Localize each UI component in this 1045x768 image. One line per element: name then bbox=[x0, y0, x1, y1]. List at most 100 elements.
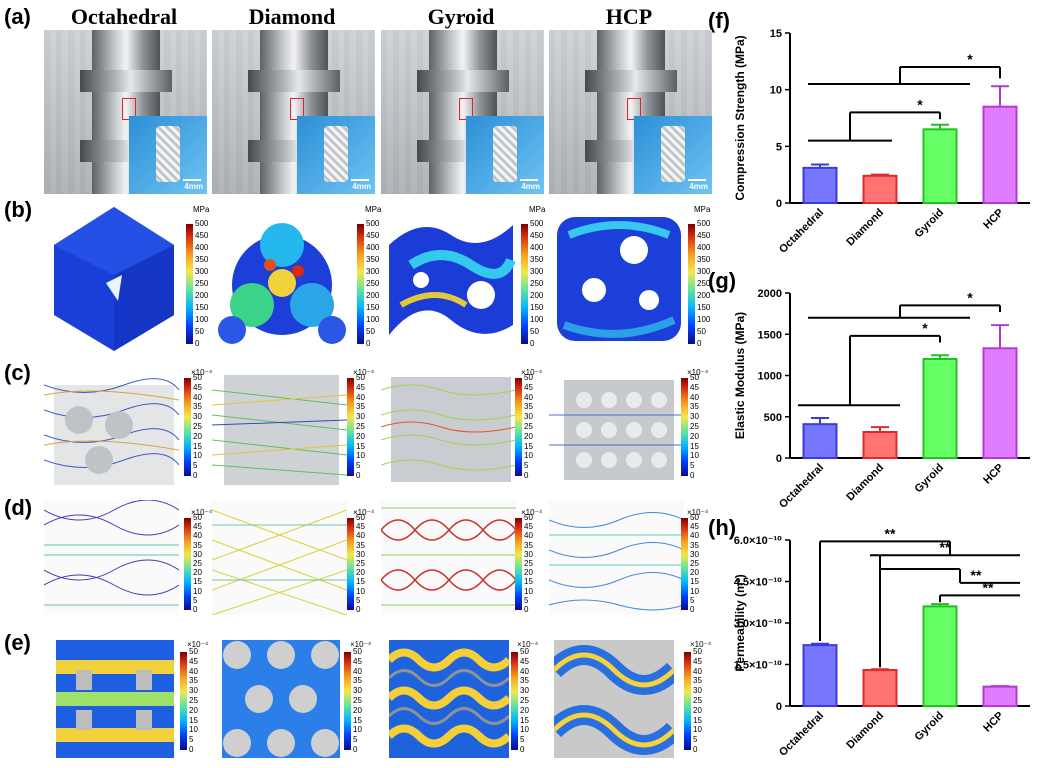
flow-colorbar-tick: 30 bbox=[520, 686, 529, 696]
flow-colorbar-tick: 45 bbox=[189, 656, 198, 666]
flow-colorbar-tick: 10 bbox=[690, 586, 699, 596]
sample-inset: 4mm bbox=[466, 116, 544, 194]
x-tick-label: Octahedral bbox=[777, 710, 826, 759]
flow-colorbar-tick: 40 bbox=[690, 392, 699, 402]
y-tick-label: 0 bbox=[776, 701, 782, 713]
stress-colorbar-tick: 400 bbox=[195, 243, 209, 252]
flow-colorbar-tick: 40 bbox=[356, 531, 365, 541]
velocity-map-octahedral bbox=[56, 640, 174, 758]
significance-marker: * bbox=[967, 51, 973, 67]
flow-colorbar-tick: 15 bbox=[353, 715, 362, 725]
flow-colorbar-tick: 5 bbox=[189, 735, 194, 745]
flow-colorbar-tick: 35 bbox=[356, 540, 365, 550]
y-tick-label: 4.5×10⁻¹⁰ bbox=[734, 577, 782, 589]
stress-colorbar-tick: 300 bbox=[530, 267, 544, 276]
flow-colorbar-tick: 30 bbox=[524, 549, 533, 559]
flow-colorbar-tick: 15 bbox=[356, 441, 365, 451]
flow-colorbar-tick: 20 bbox=[189, 705, 198, 715]
flow-colorbar-tick: 30 bbox=[189, 686, 198, 696]
flow-colorbar-tick: 0 bbox=[189, 745, 194, 754]
flow-colorbar-tick: 50 bbox=[356, 513, 365, 522]
flow-2d-hcp bbox=[549, 500, 684, 615]
y-tick-label: 2000 bbox=[758, 288, 782, 300]
y-tick-label: 0 bbox=[776, 198, 782, 210]
flow-colorbar-tick: 35 bbox=[690, 402, 699, 412]
stress-colorbar-tick: 50 bbox=[530, 327, 539, 336]
stress-colorbar-tick: 250 bbox=[195, 279, 209, 288]
stress-colorbar-tick: 500 bbox=[697, 219, 711, 228]
flow-colorbar-tick: 0 bbox=[353, 745, 358, 754]
chart-elastic-modulus: Elastic Modulus (MPa) 0 500 1000 1500 2000 Oct… bbox=[733, 288, 1030, 511]
flow-colorbar-tick: 30 bbox=[693, 686, 702, 696]
flow-colorbar-tick: 10 bbox=[356, 586, 365, 596]
stress-colorbar-tick: 150 bbox=[530, 303, 544, 312]
stress-colorbar-tick: 400 bbox=[530, 243, 544, 252]
column-header-hcp: HCP bbox=[605, 4, 653, 29]
flow-colorbar-tick: 50 bbox=[193, 373, 202, 382]
significance-marker: * bbox=[967, 289, 973, 305]
flow-colorbar-tick: 20 bbox=[520, 705, 529, 715]
stress-colorbar-tick: 500 bbox=[195, 219, 209, 228]
stress-colorbar-tick: 150 bbox=[366, 303, 380, 312]
stress-colorbar-tick: 450 bbox=[366, 231, 380, 240]
stress-colorbar-tick: 300 bbox=[697, 267, 711, 276]
stress-colorbar-tick: 50 bbox=[195, 327, 204, 336]
x-tick-label: HCP bbox=[981, 462, 1006, 487]
flow-colorbar-tick: 25 bbox=[524, 559, 533, 568]
significance-bracket bbox=[808, 66, 1001, 85]
stress-colorbar-tick: 100 bbox=[366, 315, 380, 324]
flow-colorbar-tick: 35 bbox=[193, 540, 202, 550]
bar-gyroid bbox=[922, 358, 958, 459]
flow-colorbar-tick: 45 bbox=[520, 656, 529, 666]
stress-colorbar-tick: 400 bbox=[366, 243, 380, 252]
stress-map-diamond bbox=[218, 223, 346, 344]
flow-colorbar-tick: 45 bbox=[193, 522, 202, 532]
flow-colorbar-tick: 45 bbox=[524, 382, 533, 392]
flow-colorbar-tick: 40 bbox=[356, 392, 365, 402]
flow-colorbar-tick: 25 bbox=[193, 422, 202, 431]
flow-colorbar-tick: 5 bbox=[524, 595, 529, 605]
column-header-diamond: Diamond bbox=[248, 4, 336, 29]
flow-colorbar-tick: 10 bbox=[193, 451, 202, 461]
flow-colorbar-tick: 50 bbox=[690, 373, 699, 382]
flow-colorbar-tick: 15 bbox=[524, 577, 533, 587]
flow-colorbar-tick: 10 bbox=[693, 725, 702, 735]
significance-bracket bbox=[880, 568, 1020, 584]
flow-colorbar-tick: 10 bbox=[524, 451, 533, 461]
significance-bracket bbox=[939, 594, 1020, 603]
flow-colorbar-tick: 35 bbox=[353, 676, 362, 686]
stress-colorbar-tick: 400 bbox=[697, 243, 711, 252]
flow-colorbar-tick: 20 bbox=[690, 568, 699, 578]
flow-colorbar-tick: 40 bbox=[353, 666, 362, 676]
flow-colorbar-tick: 45 bbox=[690, 382, 699, 392]
flow-colorbar-tick: 5 bbox=[193, 595, 198, 605]
panel-label-e: (e) bbox=[4, 630, 31, 655]
x-tick-label: Octahedral bbox=[777, 462, 826, 511]
stress-colorbar-tick: 200 bbox=[697, 291, 711, 300]
flow-colorbar-tick: 25 bbox=[356, 559, 365, 568]
flow-colorbar-tick: 0 bbox=[356, 605, 361, 614]
flow-colorbar-tick: 50 bbox=[693, 647, 702, 656]
sample-inset: 4mm bbox=[634, 116, 712, 194]
significance-marker: ** bbox=[971, 567, 982, 583]
stress-colorbar-tick: 0 bbox=[530, 339, 535, 348]
stress-colorbar-tick: 350 bbox=[366, 255, 380, 264]
flow-colorbar-tick: 30 bbox=[690, 549, 699, 559]
stress-colorbar-tick: 350 bbox=[697, 255, 711, 264]
panel-label-g: (g) bbox=[708, 268, 737, 293]
flow-colorbar-tick: 15 bbox=[693, 715, 702, 725]
flow-colorbar-tick: 35 bbox=[356, 402, 365, 412]
flow-colorbar-tick: 30 bbox=[690, 412, 699, 422]
bar-gyroid bbox=[922, 128, 958, 204]
x-tick-label: Gyroid bbox=[913, 462, 947, 496]
sample-inset: 4mm bbox=[297, 116, 375, 194]
flow-colorbar-tick: 25 bbox=[690, 422, 699, 431]
flow-colorbar-tick: 45 bbox=[690, 522, 699, 532]
sample-inset: 4mm bbox=[129, 116, 207, 194]
y-tick-label: 0 bbox=[776, 453, 782, 465]
flow-colorbar-tick: 0 bbox=[520, 745, 525, 754]
significance-bracket bbox=[870, 554, 1020, 668]
flow-colorbar-tick: 40 bbox=[193, 531, 202, 541]
flow-colorbar-tick: 15 bbox=[189, 715, 198, 725]
y-axis-label: Compression Strength (MPa) bbox=[733, 35, 747, 200]
